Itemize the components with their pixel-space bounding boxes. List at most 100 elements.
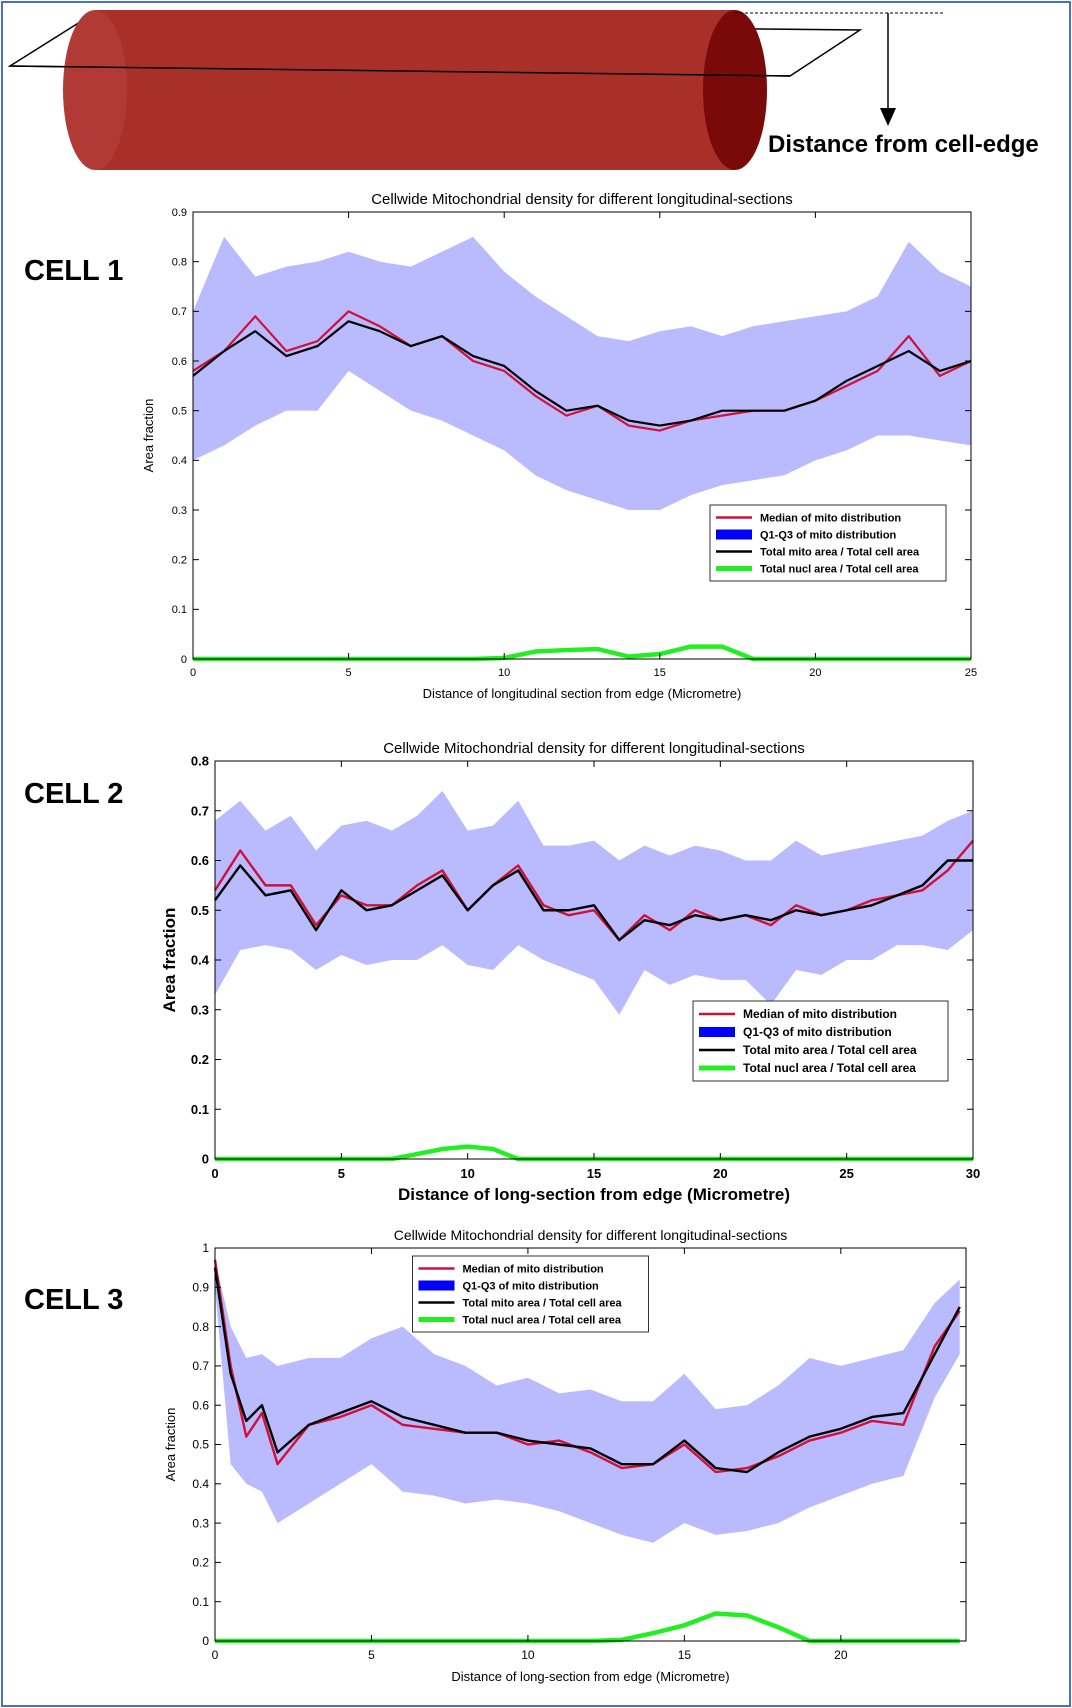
y-tick-label: 0.9 (172, 207, 187, 219)
x-tick-label: 30 (966, 1166, 980, 1181)
axes-box (192, 211, 972, 660)
y-tick-label: 0.1 (191, 1102, 209, 1117)
iqr-band (215, 790, 973, 1015)
legend-label: Total nucl area / Total cell area (743, 1061, 916, 1075)
y-tick-label: 0.7 (192, 1359, 209, 1373)
x-tick-label: 5 (368, 1648, 375, 1662)
y-axis-label: Area fraction (141, 399, 156, 473)
cylinder-body (95, 10, 735, 170)
x-tick-label: 20 (834, 1648, 848, 1662)
legend-label: Median of mito distribution (743, 1007, 897, 1021)
y-tick-label: 0.5 (191, 903, 209, 918)
x-tick-label: 0 (211, 1166, 218, 1181)
y-tick-label: 0.4 (191, 953, 210, 968)
y-tick-label: 0.3 (172, 505, 187, 517)
x-tick-label: 20 (713, 1166, 727, 1181)
x-tick-label: 15 (678, 1648, 692, 1662)
cell-label: CELL 2 (24, 778, 123, 810)
y-tick-label: 0.8 (172, 257, 187, 269)
y-tick-label: 0.7 (172, 306, 187, 318)
legend-label: Median of mito distribution (463, 1263, 604, 1275)
x-axis-label: Distance of long-section from edge (Micr… (398, 1185, 790, 1204)
series-line (214, 859, 973, 942)
cell-label: CELL 3 (24, 1284, 123, 1316)
legend-swatch (699, 1027, 735, 1037)
y-tick-label: 1 (202, 1241, 209, 1255)
x-axis-label: Distance of longitudinal section from ed… (423, 686, 742, 701)
plane-edge (9, 65, 791, 77)
y-tick-label: 0 (202, 1152, 209, 1167)
chart-title: Cellwide Mitochondrial density for diffe… (383, 740, 805, 757)
legend-label: Total nucl area / Total cell area (463, 1314, 622, 1326)
series-line (192, 310, 972, 432)
x-tick-label: 10 (498, 667, 510, 679)
cell-diagram: Distance from cell-edge (7, 10, 1039, 170)
y-tick-label: 0.4 (172, 455, 187, 467)
legend-label: Total mito area / Total cell area (743, 1043, 917, 1057)
y-tick-label: 0.2 (191, 1052, 209, 1067)
x-axis-label: Distance of long-section from edge (Micr… (451, 1669, 729, 1684)
y-tick-label: 0.7 (191, 803, 209, 818)
legend-label: Q1-Q3 of mito distribution (760, 529, 897, 541)
x-tick-label: 10 (460, 1166, 474, 1181)
chart: 0 0.1 0.2 0.3 0.4 0.5 0.6 0.7 0.8 0 5 10 15 20 25 30 Cel… (160, 740, 980, 1204)
series-line (213, 1267, 961, 1474)
series-line (213, 1259, 961, 1474)
legend-box (692, 1000, 949, 1082)
iqr-band (193, 236, 971, 511)
chart-title: Cellwide Mitochondrial density for diffe… (394, 1227, 788, 1243)
x-tick-label: 20 (809, 667, 821, 679)
chart-title: Cellwide Mitochondrial density for diffe… (371, 191, 793, 208)
y-tick-label: 0.6 (172, 356, 187, 368)
y-tick-label: 0 (181, 654, 187, 666)
x-tick-label: 25 (839, 1166, 853, 1181)
x-tick-label: 25 (965, 667, 977, 679)
x-tick-label: 5 (338, 1166, 345, 1181)
y-tick-label: 0.2 (192, 1556, 209, 1570)
y-tick-label: 0.2 (172, 555, 187, 567)
x-tick-label: 15 (654, 667, 666, 679)
y-tick-label: 0.8 (191, 754, 209, 769)
y-tick-label: 0.1 (172, 604, 187, 616)
y-tick-label: 0.4 (192, 1477, 209, 1491)
legend-label: Q1-Q3 of mito distribution (463, 1280, 600, 1292)
chart: 0 0.1 0.2 0.3 0.4 0.5 0.6 0.7 0.8 0.9 0 5 10 15 20 25 Ce… (141, 191, 977, 701)
x-tick-label: 0 (212, 1648, 219, 1662)
legend-label: Total mito area / Total cell area (760, 546, 920, 558)
cell-label: CELL 1 (24, 255, 123, 287)
arrow-head (880, 108, 896, 126)
y-axis-label: Area fraction (160, 908, 179, 1013)
chart: 00.10.20.30.40.50.60.70.80.910 5 10 15 20Cel… (163, 1227, 967, 1684)
y-tick-label: 0.9 (192, 1281, 209, 1295)
plot-area (215, 761, 973, 1159)
x-tick-label: 5 (346, 667, 352, 679)
y-tick-label: 0.1 (192, 1595, 209, 1609)
series-line (192, 320, 972, 427)
y-axis-label: Area fraction (163, 1408, 178, 1482)
legend-label: Total mito area / Total cell area (463, 1297, 623, 1309)
y-tick-label: 0.6 (191, 853, 209, 868)
plot-area (193, 212, 971, 659)
x-tick-label: 15 (587, 1166, 601, 1181)
legend-label: Q1-Q3 of mito distribution (743, 1025, 892, 1039)
cylinder-right-end (703, 10, 767, 170)
y-tick-label: 0.5 (192, 1438, 209, 1452)
diagram-label: Distance from cell-edge (768, 131, 1039, 158)
cylinder-left-end (63, 10, 127, 170)
x-tick-label: 0 (190, 667, 196, 679)
legend-label: Total nucl area / Total cell area (760, 563, 919, 575)
y-tick-label: 0.3 (192, 1516, 209, 1530)
iqr-band (215, 1259, 960, 1543)
x-tick-label: 10 (521, 1648, 535, 1662)
y-tick-label: 0 (202, 1634, 209, 1648)
legend-swatch (418, 1280, 455, 1291)
y-tick-label: 0.8 (192, 1320, 209, 1334)
y-tick-label: 0.3 (191, 1002, 209, 1017)
y-tick-label: 0.5 (172, 406, 187, 418)
legend-swatch (716, 529, 752, 540)
legend-label: Median of mito distribution (760, 512, 901, 524)
y-tick-label: 0.6 (192, 1398, 209, 1412)
